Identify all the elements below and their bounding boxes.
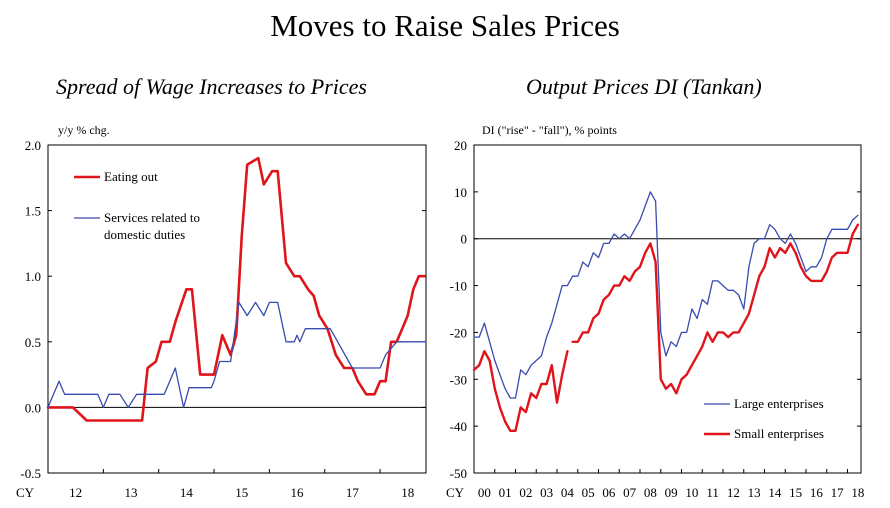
right-ytick-label: -10: [450, 279, 467, 294]
left-series-eating-out: [46, 156, 426, 422]
right-xtick-label: 04: [561, 485, 575, 500]
right-xtick-label: 14: [768, 485, 782, 500]
left-ylabel: y/y % chg.: [58, 123, 110, 137]
left-legend-label-line: Services related to: [104, 210, 200, 225]
right-series-small-enterprises-part2: [571, 223, 860, 395]
right-series-small-enterprises-part1: [472, 350, 569, 432]
right-ytick-label: -50: [450, 466, 467, 481]
right-xtick-label: 09: [665, 485, 678, 500]
left-chart-title: Spread of Wage Increases to Prices: [56, 74, 367, 99]
left-xtick-label: 14: [180, 485, 194, 500]
left-xtick-label: 16: [291, 485, 305, 500]
left-ytick-label: -0.5: [20, 466, 41, 481]
left-xtick-label: 13: [125, 485, 138, 500]
right-chart-title: Output Prices DI (Tankan): [526, 74, 762, 99]
right-x-axis-prefix: CY: [446, 485, 465, 500]
right-ylabel: DI ("rise" - "fall"), % points: [482, 123, 617, 137]
right-xtick-label: 10: [685, 485, 698, 500]
left-legend-label-line: domestic duties: [104, 227, 185, 242]
right-xtick-label: 08: [644, 485, 657, 500]
right-legend-label: Large enterprises: [734, 396, 824, 411]
right-xtick-label: 02: [519, 485, 532, 500]
right-xtick-label: 00: [478, 485, 491, 500]
right-ytick-label: 20: [454, 138, 467, 153]
left-ytick-label: 0.5: [25, 335, 41, 350]
right-ytick-label: -30: [450, 372, 467, 387]
left-ytick-label: 1.5: [25, 204, 41, 219]
left-xtick-label: 12: [69, 485, 82, 500]
right-ytick-label: -20: [450, 325, 467, 340]
left-legend-label: Services related to domestic duties: [104, 210, 200, 242]
right-xtick-label: 06: [602, 485, 616, 500]
right-legend-label: Small enterprises: [734, 426, 824, 441]
right-ytick-label: 0: [461, 232, 468, 247]
right-xtick-label: 13: [748, 485, 761, 500]
right-xtick-label: 11: [706, 485, 719, 500]
right-plot-frame: [473, 144, 862, 474]
left-ytick-label: 2.0: [25, 138, 41, 153]
left-ytick-label: 0.0: [25, 400, 41, 415]
right-xtick-label: 16: [810, 485, 824, 500]
right-xtick-label: 17: [831, 485, 845, 500]
right-xtick-label: 12: [727, 485, 740, 500]
right-xtick-label: 05: [582, 485, 595, 500]
main-title: Moves to Raise Sales Prices: [270, 8, 620, 43]
right-xtick-label: 15: [789, 485, 802, 500]
left-series-services-related-to-domestic-duties: [47, 301, 427, 409]
right-ytick-label: 10: [454, 185, 467, 200]
left-plot-frame: [47, 144, 427, 474]
left-legend-label: Eating out: [104, 169, 158, 184]
right-xtick-label: 18: [851, 485, 864, 500]
left-xtick-label: 15: [235, 485, 248, 500]
right-xtick-label: 03: [540, 485, 553, 500]
left-ytick-label: 1.0: [25, 269, 41, 284]
right-xtick-label: 07: [623, 485, 637, 500]
left-xtick-label: 18: [401, 485, 414, 500]
left-x-axis-prefix: CY: [16, 485, 35, 500]
right-ytick-label: -40: [450, 419, 467, 434]
right-xtick-label: 01: [499, 485, 512, 500]
right-series-large-enterprises: [473, 191, 859, 399]
left-xtick-label: 17: [346, 485, 360, 500]
